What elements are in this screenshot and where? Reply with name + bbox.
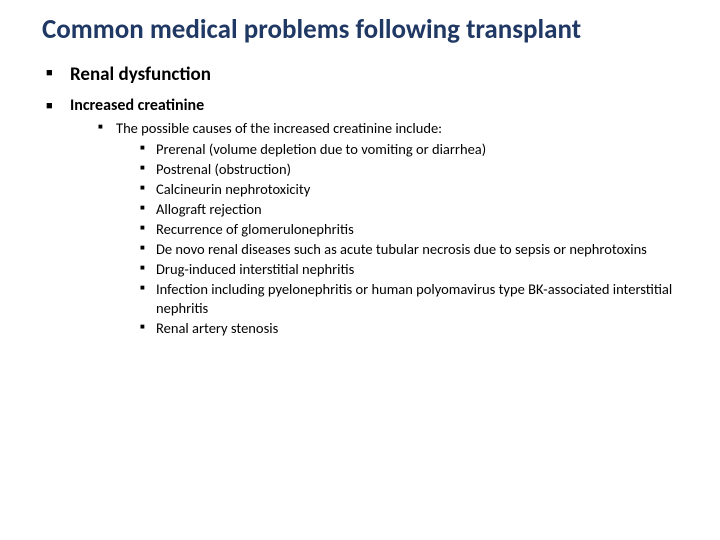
cause-denovo: De novo renal diseases such as acute tub…: [156, 240, 647, 258]
list-item: Allograft rejection: [138, 200, 692, 219]
list-item: Prerenal (volume depletion due to vomiti…: [138, 140, 692, 159]
list-item: Postrenal (obstruction): [138, 160, 692, 179]
cause-allograft: Allograft rejection: [156, 200, 262, 218]
cause-prerenal: Prerenal (volume depletion due to vomiti…: [156, 140, 486, 158]
list-item: Infection including pyelonephritis or hu…: [138, 280, 692, 318]
bullet-list-lvl1: Renal dysfunction Increased creatinine T…: [42, 63, 692, 338]
bullet-list-lvl2: The possible causes of the increased cre…: [70, 119, 692, 338]
cause-postrenal: Postrenal (obstruction): [156, 160, 291, 178]
list-item: Calcineurin nephrotoxicity: [138, 180, 692, 199]
list-item: De novo renal diseases such as acute tub…: [138, 240, 692, 259]
list-item: Increased creatinine The possible causes…: [42, 96, 692, 338]
list-item: Recurrence of glomerulonephritis: [138, 220, 692, 239]
cause-glomerulonephritis: Recurrence of glomerulonephritis: [156, 220, 354, 238]
list-item: Renal artery stenosis: [138, 319, 692, 338]
slide: Common medical problems following transp…: [0, 0, 720, 368]
slide-title: Common medical problems following transp…: [42, 14, 692, 45]
list-item: Renal dysfunction: [42, 63, 692, 86]
bullet-list-lvl3: Prerenal (volume depletion due to vomiti…: [116, 140, 692, 338]
cause-calcineurin: Calcineurin nephrotoxicity: [156, 180, 310, 198]
cause-renal-artery: Renal artery stenosis: [156, 319, 278, 337]
bullet-increased-creatinine: Increased creatinine: [70, 96, 204, 115]
bullet-causes-intro: The possible causes of the increased cre…: [116, 119, 442, 137]
cause-infection: Infection including pyelonephritis or hu…: [156, 280, 672, 317]
list-item: Drug-induced interstitial nephritis: [138, 260, 692, 279]
cause-drug-induced: Drug-induced interstitial nephritis: [156, 260, 354, 278]
bullet-renal-dysfunction: Renal dysfunction: [70, 63, 211, 86]
list-item: The possible causes of the increased cre…: [96, 119, 692, 338]
